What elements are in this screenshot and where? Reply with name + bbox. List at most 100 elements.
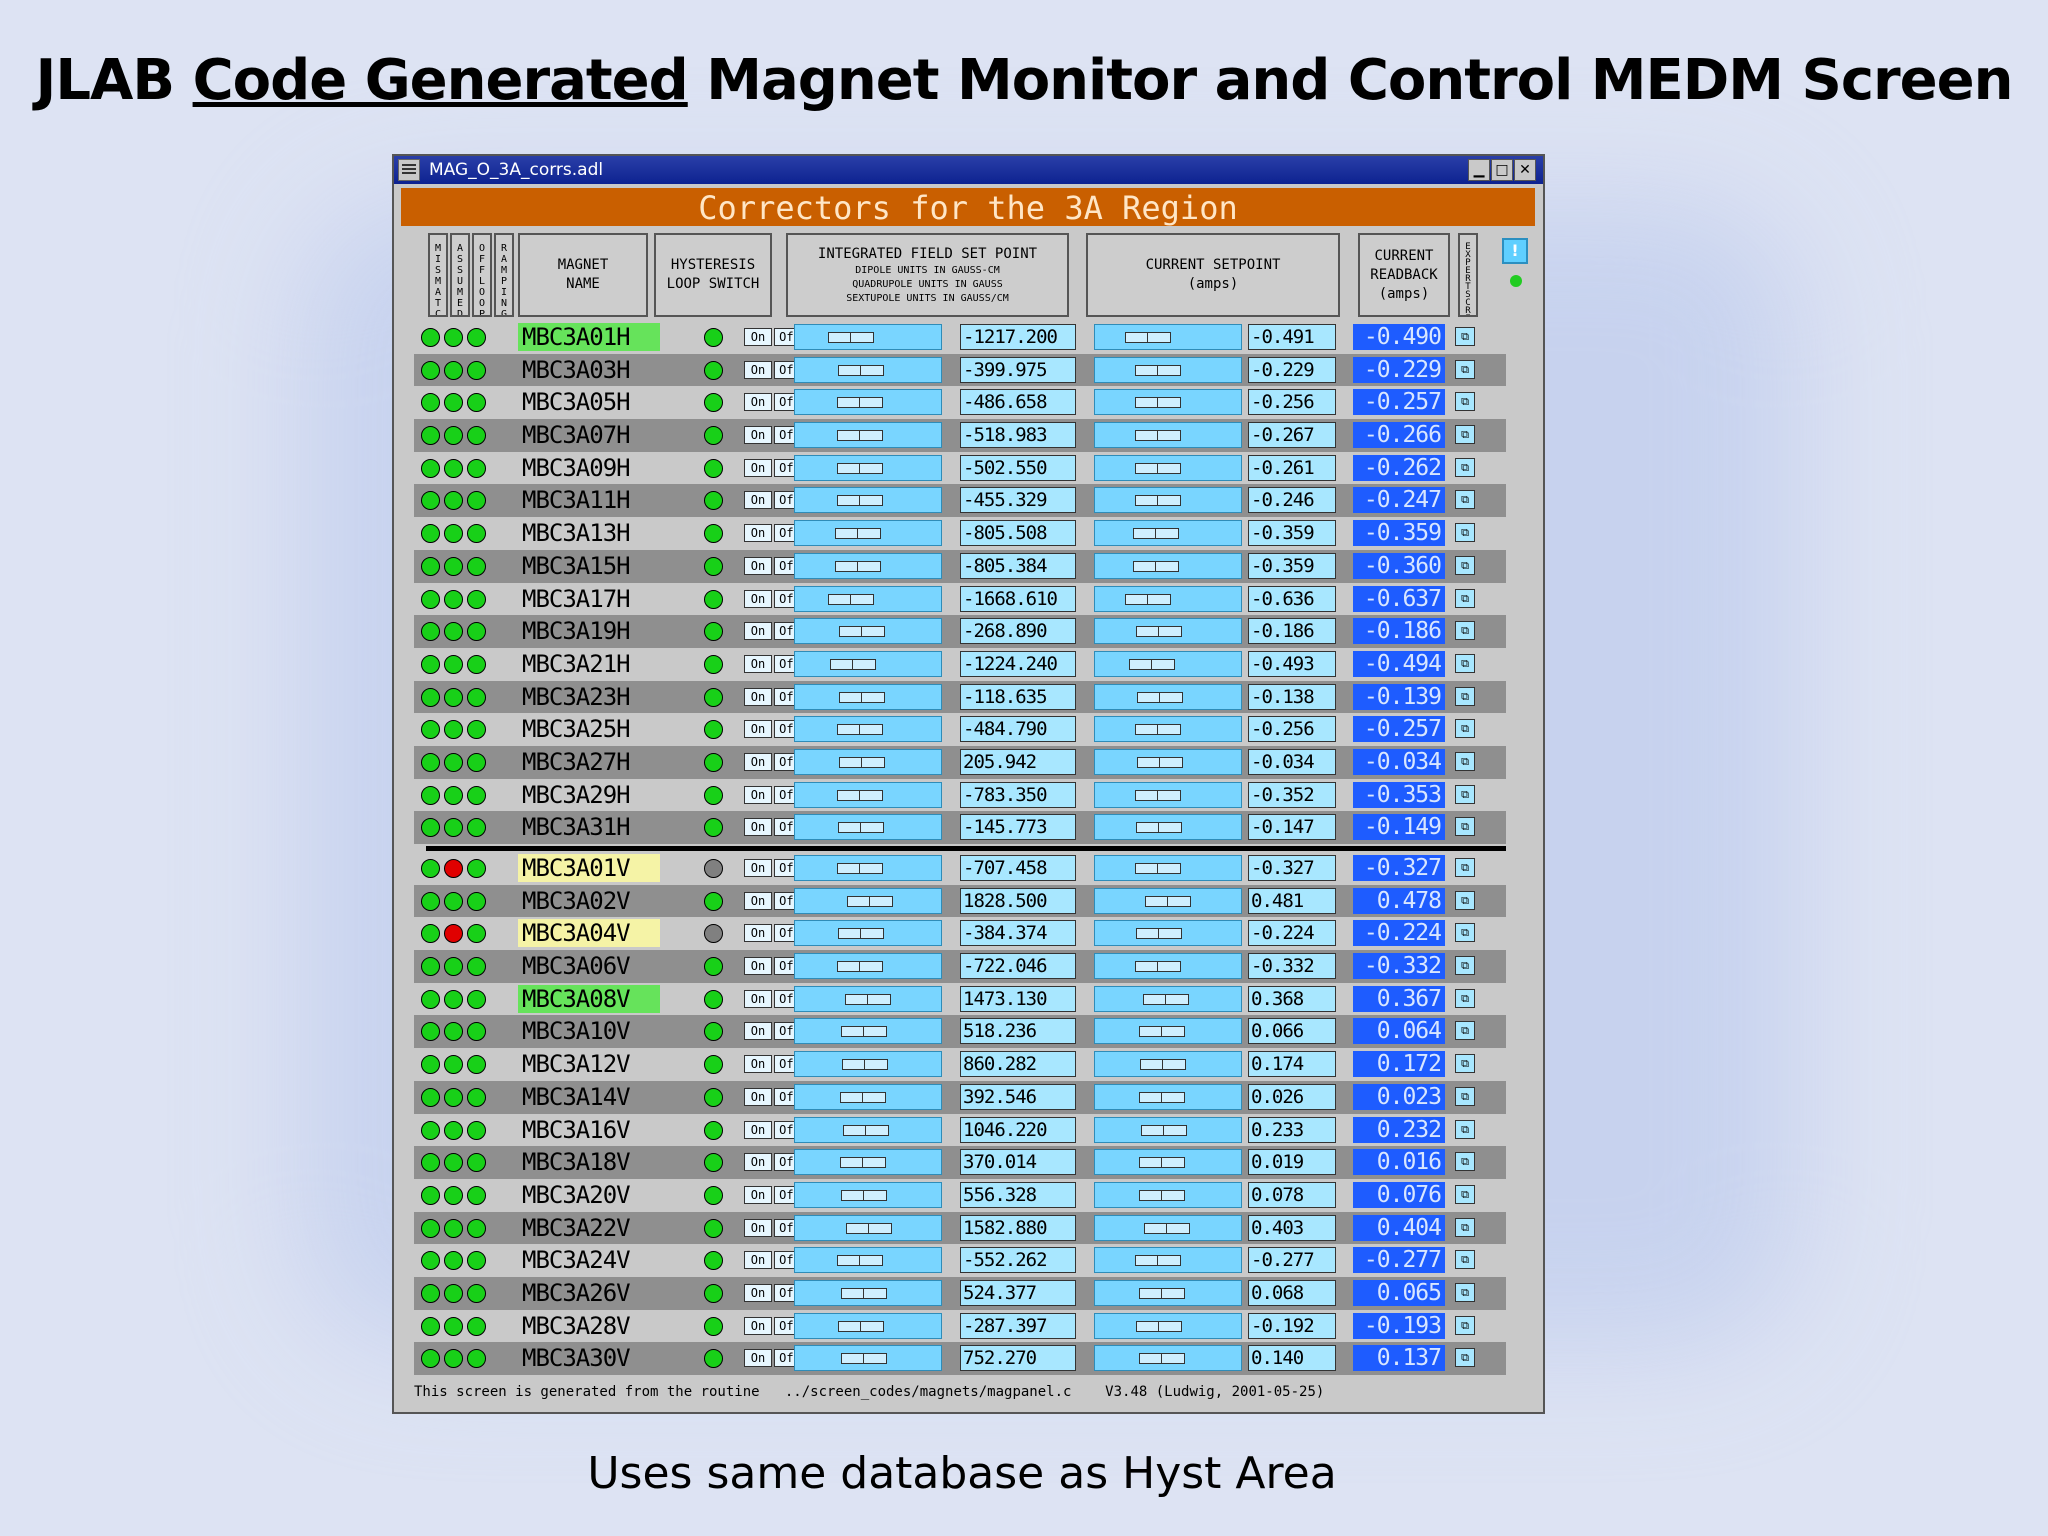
field-setpoint-slider[interactable] <box>794 1149 942 1176</box>
magnet-name[interactable]: MBC3A02V <box>522 886 631 915</box>
magnet-name[interactable]: MBC3A01H <box>518 323 660 351</box>
magnet-name[interactable]: MBC3A24V <box>522 1246 631 1275</box>
current-slider-thumb[interactable] <box>1139 1157 1185 1169</box>
field-slider-thumb[interactable] <box>830 658 876 670</box>
field-slider-thumb[interactable] <box>846 1222 892 1234</box>
magnet-name[interactable]: MBC3A04V <box>518 919 660 948</box>
field-slider-thumb[interactable] <box>838 928 884 940</box>
field-setpoint-slider[interactable] <box>794 1018 942 1045</box>
expert-screen-icon[interactable]: ⧉ <box>1455 1152 1475 1172</box>
current-setpoint-value[interactable]: -0.636 <box>1248 585 1336 612</box>
current-slider-thumb[interactable] <box>1125 332 1171 343</box>
current-slider-thumb[interactable] <box>1135 961 1181 973</box>
magnet-name[interactable]: MBC3A21H <box>522 649 631 678</box>
magnet-name[interactable]: MBC3A16V <box>522 1115 631 1144</box>
field-slider-thumb[interactable] <box>837 863 883 874</box>
expert-screen-icon[interactable]: ⧉ <box>1455 359 1475 379</box>
field-setpoint-slider[interactable] <box>794 1214 942 1241</box>
current-slider-thumb[interactable] <box>1139 1091 1185 1103</box>
current-setpoint-slider[interactable] <box>1094 618 1242 645</box>
current-slider-thumb[interactable] <box>1135 724 1181 736</box>
magnet-name[interactable]: MBC3A14V <box>522 1082 631 1111</box>
field-slider-thumb[interactable] <box>841 1287 887 1299</box>
magnet-name[interactable]: MBC3A26V <box>522 1278 631 1307</box>
hysteresis-on-button[interactable]: On <box>744 524 772 543</box>
current-setpoint-slider[interactable] <box>1094 389 1242 416</box>
expert-screen-icon[interactable]: ⧉ <box>1455 425 1475 445</box>
current-setpoint-value[interactable]: -0.224 <box>1248 920 1336 947</box>
hysteresis-on-button[interactable]: On <box>744 818 772 837</box>
expert-screen-icon[interactable]: ⧉ <box>1455 1184 1475 1204</box>
current-setpoint-value[interactable]: -0.261 <box>1248 454 1336 481</box>
field-setpoint-value[interactable]: 370.014 <box>960 1149 1076 1176</box>
expert-screen-icon[interactable]: ⧉ <box>1455 653 1475 673</box>
magnet-name[interactable]: MBC3A31H <box>522 813 631 842</box>
current-setpoint-slider[interactable] <box>1094 855 1242 881</box>
current-setpoint-slider[interactable] <box>1094 781 1242 808</box>
expert-screen-icon[interactable]: ⧉ <box>1455 327 1475 346</box>
field-slider-thumb[interactable] <box>837 397 883 409</box>
maximize-icon[interactable]: □ <box>1491 159 1513 181</box>
expert-screen-icon[interactable]: ⧉ <box>1455 956 1475 976</box>
hysteresis-on-button[interactable]: On <box>744 891 772 910</box>
field-setpoint-value[interactable]: 1046.220 <box>960 1116 1076 1143</box>
current-setpoint-value[interactable]: -0.267 <box>1248 422 1336 449</box>
magnet-name[interactable]: MBC3A07H <box>522 421 631 450</box>
current-setpoint-value[interactable]: 0.078 <box>1248 1181 1336 1208</box>
current-setpoint-value[interactable]: -0.192 <box>1248 1312 1336 1339</box>
current-setpoint-slider[interactable] <box>1094 1083 1242 1110</box>
current-setpoint-value[interactable]: 0.026 <box>1248 1083 1336 1110</box>
field-slider-thumb[interactable] <box>828 593 874 605</box>
field-setpoint-slider[interactable] <box>794 716 942 743</box>
hysteresis-on-button[interactable]: On <box>744 1218 772 1237</box>
current-setpoint-value[interactable]: -0.034 <box>1248 748 1336 775</box>
current-setpoint-value[interactable]: -0.246 <box>1248 487 1336 514</box>
expert-screen-icon[interactable]: ⧉ <box>1455 392 1475 412</box>
hysteresis-on-button[interactable]: On <box>744 1153 772 1172</box>
expert-screen-icon[interactable]: ⧉ <box>1455 1282 1475 1302</box>
field-setpoint-value[interactable]: -484.790 <box>960 716 1076 743</box>
magnet-name[interactable]: MBC3A18V <box>522 1148 631 1177</box>
field-setpoint-value[interactable]: 524.377 <box>960 1279 1076 1306</box>
field-setpoint-slider[interactable] <box>794 552 942 579</box>
current-setpoint-slider[interactable] <box>1094 920 1242 947</box>
field-setpoint-value[interactable]: -1224.240 <box>960 650 1076 677</box>
current-setpoint-value[interactable]: -0.359 <box>1248 552 1336 579</box>
field-slider-thumb[interactable] <box>839 756 885 768</box>
field-slider-thumb[interactable] <box>837 495 883 507</box>
current-slider-thumb[interactable] <box>1137 691 1183 703</box>
hysteresis-on-button[interactable]: On <box>744 785 772 804</box>
field-setpoint-value[interactable]: 556.328 <box>960 1181 1076 1208</box>
magnet-name[interactable]: MBC3A25H <box>522 715 631 744</box>
expert-screen-icon[interactable]: ⧉ <box>1455 817 1475 837</box>
field-slider-thumb[interactable] <box>841 1189 887 1201</box>
current-setpoint-slider[interactable] <box>1094 887 1242 914</box>
current-setpoint-slider[interactable] <box>1094 487 1242 514</box>
hysteresis-on-button[interactable]: On <box>744 924 772 943</box>
expert-screen-icon[interactable]: ⧉ <box>1455 890 1475 910</box>
field-setpoint-value[interactable]: 205.942 <box>960 748 1076 775</box>
field-setpoint-slider[interactable] <box>794 1083 942 1110</box>
field-slider-thumb[interactable] <box>838 822 884 834</box>
field-setpoint-slider[interactable] <box>794 683 942 710</box>
hysteresis-on-button[interactable]: On <box>744 1185 772 1204</box>
current-slider-thumb[interactable] <box>1135 1255 1181 1267</box>
expert-screen-icon[interactable]: ⧉ <box>1455 686 1475 706</box>
field-setpoint-slider[interactable] <box>794 618 942 645</box>
magnet-name[interactable]: MBC3A10V <box>522 1017 631 1046</box>
field-slider-thumb[interactable] <box>837 724 883 736</box>
expert-screen-icon[interactable]: ⧉ <box>1455 1315 1475 1335</box>
magnet-name[interactable]: MBC3A27H <box>522 747 631 776</box>
field-setpoint-value[interactable]: -805.384 <box>960 552 1076 579</box>
hysteresis-on-button[interactable]: On <box>744 1055 772 1074</box>
field-setpoint-slider[interactable] <box>794 356 942 383</box>
current-slider-thumb[interactable] <box>1139 1353 1185 1365</box>
current-setpoint-value[interactable]: -0.138 <box>1248 683 1336 710</box>
expert-screen-icon[interactable]: ⧉ <box>1455 1217 1475 1237</box>
current-slider-thumb[interactable] <box>1136 928 1182 940</box>
field-setpoint-value[interactable]: -455.329 <box>960 487 1076 514</box>
current-slider-thumb[interactable] <box>1140 1059 1186 1071</box>
field-setpoint-value[interactable]: -707.458 <box>960 855 1076 881</box>
current-setpoint-slider[interactable] <box>1094 356 1242 383</box>
current-slider-thumb[interactable] <box>1135 863 1181 874</box>
